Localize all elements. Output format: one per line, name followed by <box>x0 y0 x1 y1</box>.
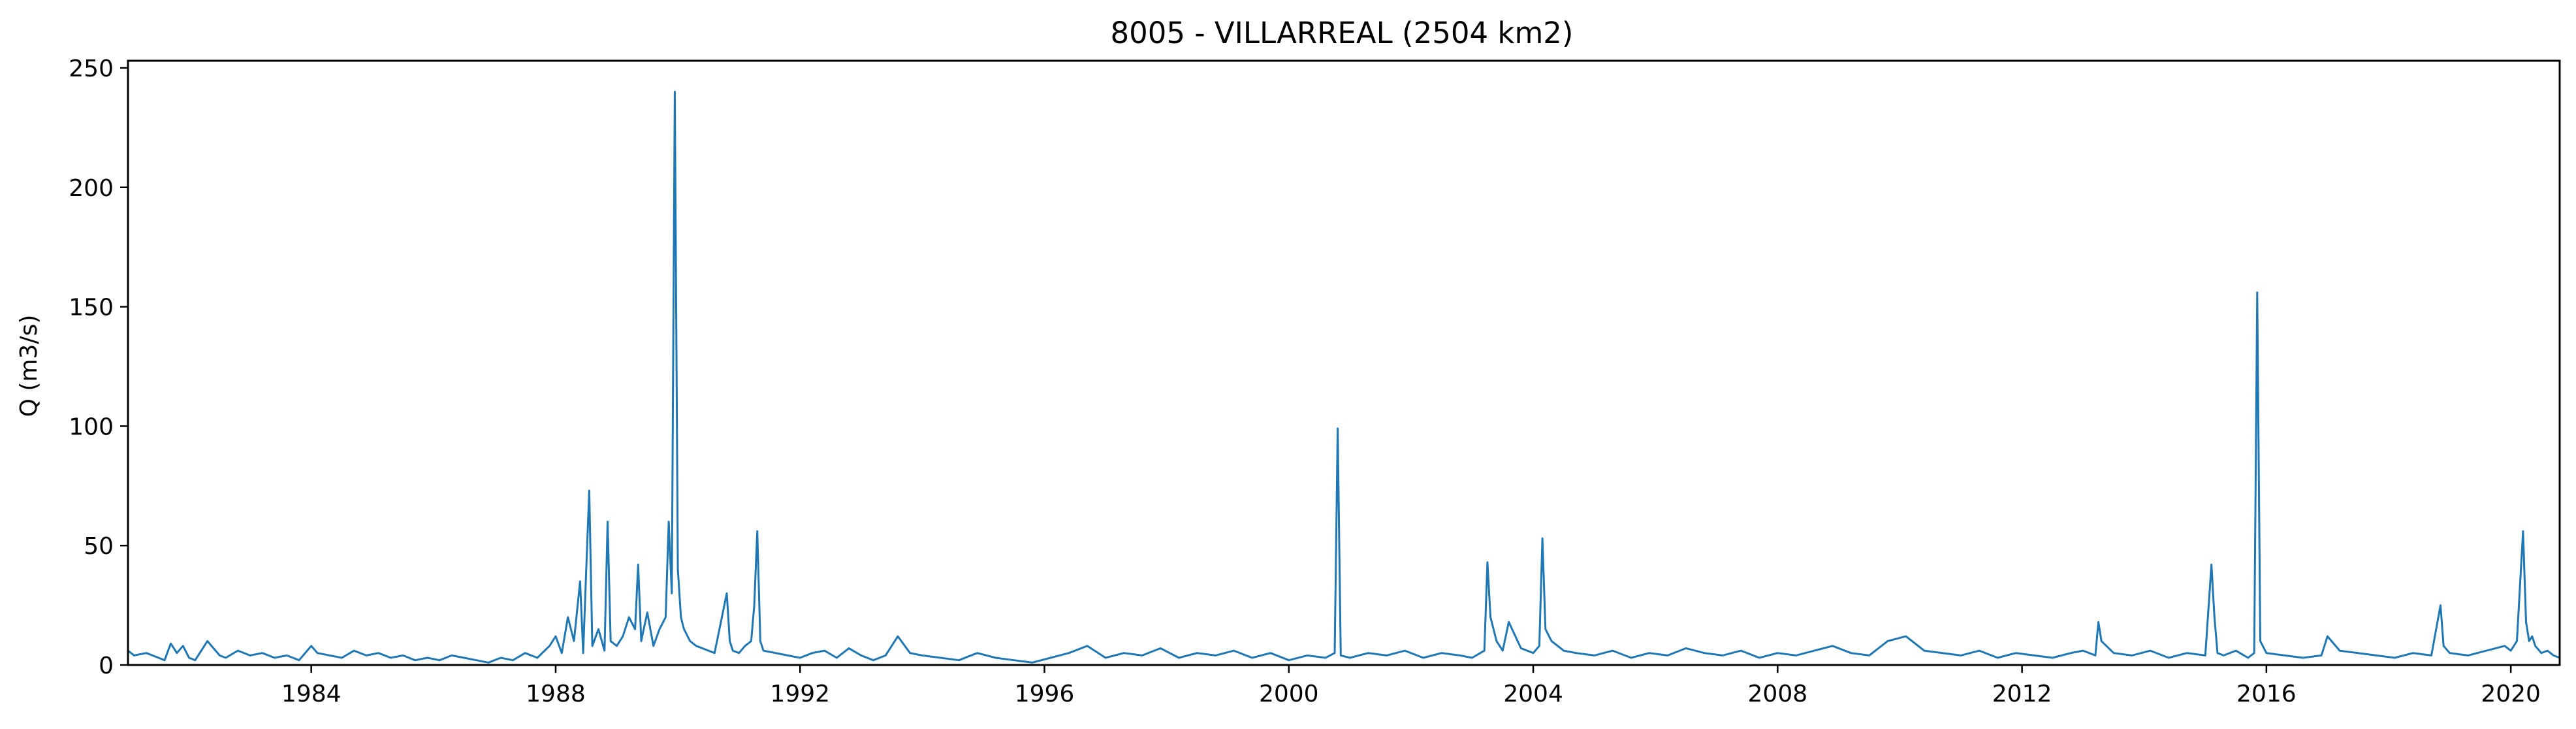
discharge-series-line <box>128 92 2560 663</box>
x-tick-label: 1984 <box>281 681 342 707</box>
x-tick-label: 2008 <box>1748 681 1808 707</box>
chart-title: 8005 - VILLARREAL (2504 km2) <box>1111 16 1574 50</box>
x-tick-label: 2020 <box>2481 681 2541 707</box>
y-axis-label: Q (m3/s) <box>16 315 42 417</box>
y-axis-ticks: 0 50 100 150 200 250 <box>69 56 128 679</box>
x-tick-label: 1996 <box>1015 681 1075 707</box>
plot-frame <box>128 61 2560 665</box>
x-tick-label: 2004 <box>1503 681 1563 707</box>
x-tick-label: 2000 <box>1259 681 1319 707</box>
y-tick-label: 150 <box>69 295 114 321</box>
x-tick-label: 1988 <box>526 681 586 707</box>
y-tick-label: 50 <box>84 533 114 560</box>
y-tick-label: 0 <box>99 653 114 679</box>
y-tick-label: 250 <box>69 56 114 82</box>
x-tick-label: 2016 <box>2236 681 2297 707</box>
x-axis-ticks: 1984 1988 1992 1996 2000 2004 2008 2012 2016 2020 <box>281 665 2541 707</box>
x-tick-label: 2012 <box>1992 681 2052 707</box>
x-tick-label: 1992 <box>770 681 830 707</box>
y-tick-label: 100 <box>69 413 114 440</box>
y-tick-label: 200 <box>69 175 114 202</box>
